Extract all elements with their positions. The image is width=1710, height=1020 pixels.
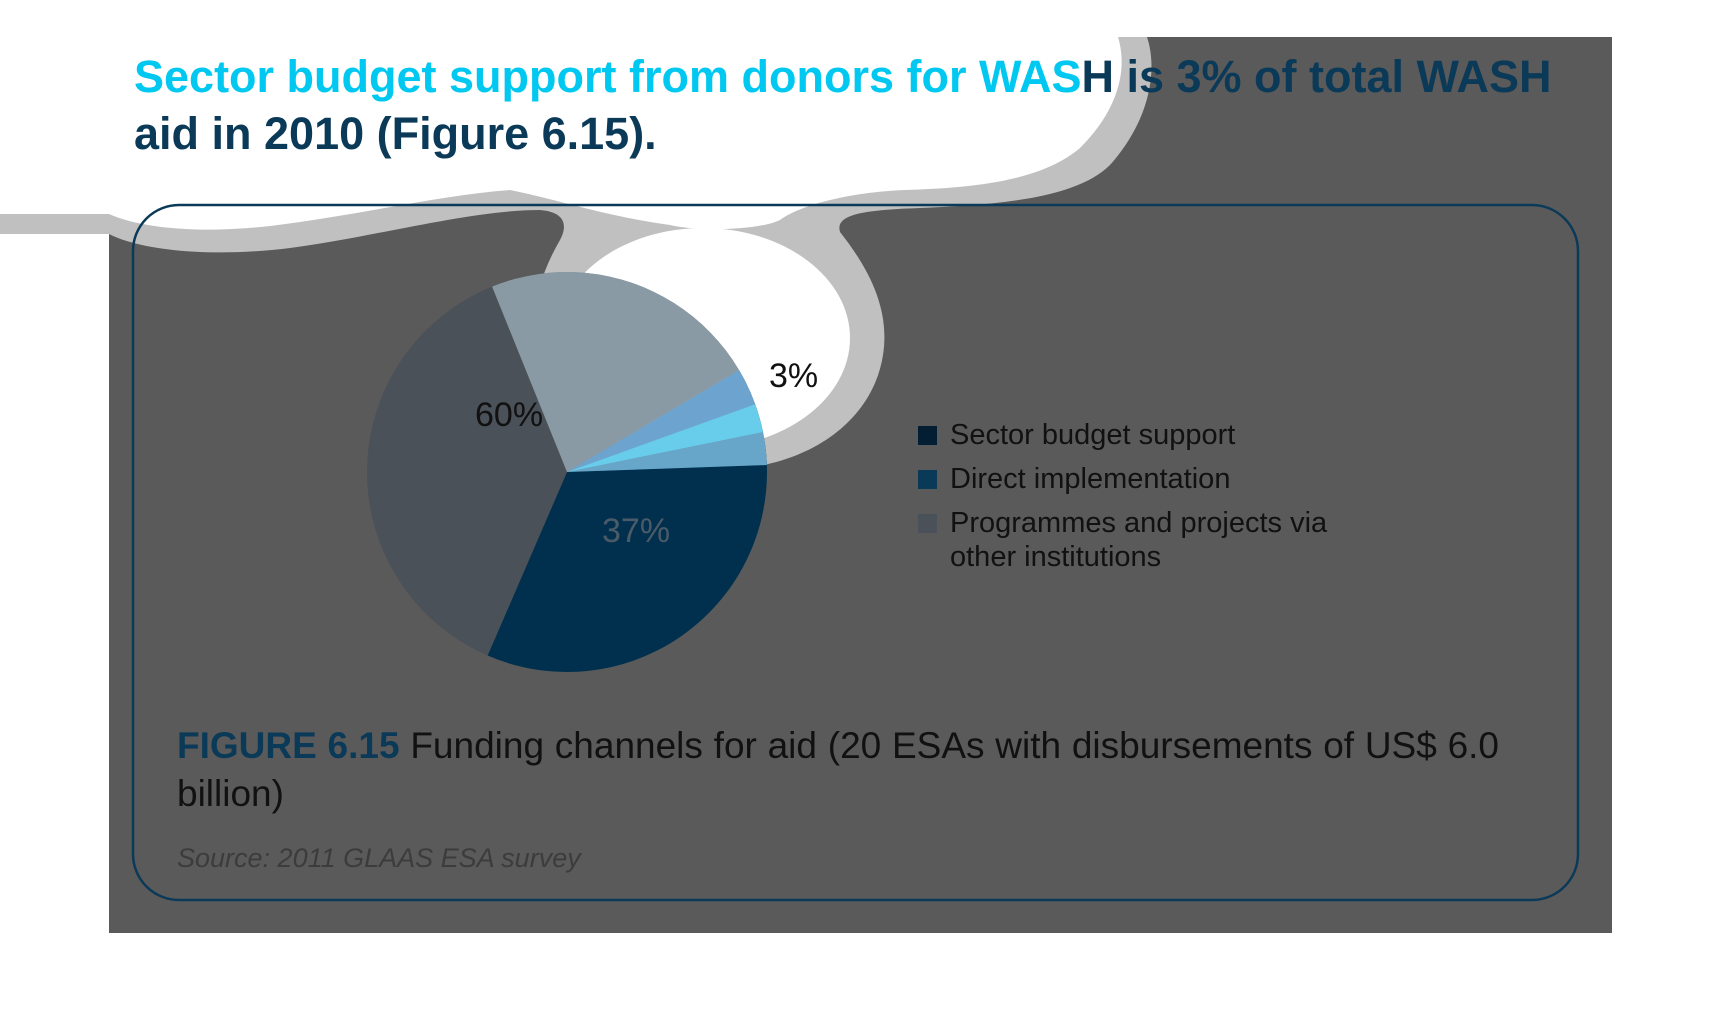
headline: Sector budget support from donors for WA… [134,48,1594,162]
legend-swatch [918,514,937,533]
legend-item-programmes-and-projects: Programmes and projects via other instit… [918,506,1390,574]
pie-chart [366,271,767,672]
legend-item-sector-budget-support: Sector budget support [918,418,1390,452]
legend-label: Direct implementation [950,463,1231,495]
legend-label: Programmes and projects via other instit… [950,507,1328,573]
source-note: Source: 2011 GLAAS ESA survey [177,843,581,873]
headline-part-2: H is 3% of total WASH aid in 2010 (Figur… [134,51,1552,159]
headline-part-1: Sector budget support from donors for WA… [134,51,1082,102]
figure-caption-text: Funding channels for aid (20 ESAs with d… [177,725,1499,814]
legend-item-direct-implementation: Direct implementation [918,462,1390,496]
legend-swatch [918,426,937,445]
pie-bubble-overlap [492,271,767,472]
legend-label: Sector budget support [950,419,1236,451]
pie-label-3: 3% [769,357,818,395]
pie-label-60: 60% [475,396,543,434]
figure-panel-border [131,203,1580,902]
figure-number: FIGURE 6.15 [177,725,400,766]
chart-legend: Sector budget support Direct implementat… [918,418,1390,584]
pie-label-37: 37% [602,512,670,550]
figure-caption: FIGURE 6.15 Funding channels for aid (20… [177,722,1499,818]
legend-swatch [918,470,937,489]
speech-cloud-body [0,37,1122,230]
pie-slice-direct-implementation [487,404,767,672]
